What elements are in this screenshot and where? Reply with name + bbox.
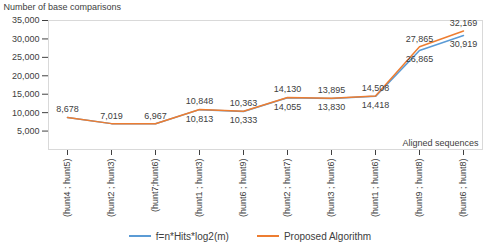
svg-text:(hunt4 ; hunt5): (hunt4 ; hunt5): [62, 159, 72, 218]
svg-text:14,418: 14,418: [362, 100, 390, 110]
svg-text:(hunt1 ; hunt3): (hunt1 ; hunt3): [194, 159, 204, 218]
svg-text:6,967: 6,967: [144, 111, 167, 121]
svg-text:14,130: 14,130: [274, 84, 302, 94]
svg-text:35,000: 35,000: [12, 15, 40, 25]
svg-text:26,865: 26,865: [406, 54, 434, 64]
svg-text:(hunt3 ; hunt6): (hunt3 ; hunt6): [326, 159, 336, 218]
svg-text:Number of base comparisons: Number of base comparisons: [4, 2, 122, 12]
svg-text:25,000: 25,000: [12, 52, 40, 62]
svg-text:(hunt9 ; hunt8): (hunt9 ; hunt8): [414, 159, 424, 218]
svg-text:14,508: 14,508: [362, 83, 390, 93]
svg-text:30,919: 30,919: [450, 39, 478, 49]
svg-text:13,830: 13,830: [318, 102, 346, 112]
svg-text:10,813: 10,813: [186, 114, 214, 124]
svg-text:(hunt2 ; hunt7): (hunt2 ; hunt7): [282, 159, 292, 218]
svg-text:20,000: 20,000: [12, 71, 40, 81]
svg-text:10,363: 10,363: [230, 98, 258, 108]
svg-text:(hunt2 ; hunt3): (hunt2 ; hunt3): [106, 159, 116, 218]
svg-text:(hunt1 ; hunt6): (hunt1 ; hunt6): [370, 159, 380, 218]
svg-text:30,000: 30,000: [12, 34, 40, 44]
svg-text:(hunt7;hunt6): (hunt7;hunt6): [150, 159, 160, 213]
svg-text:32,169: 32,169: [450, 18, 478, 28]
svg-text:10,848: 10,848: [186, 96, 214, 106]
svg-text:8,678: 8,678: [56, 104, 79, 114]
html-text:Proposed Algorithm: Proposed Algorithm: [283, 230, 372, 242]
svg-text:7,019: 7,019: [100, 111, 123, 121]
svg-text:(hunt6 ; hunt8): (hunt6 ; hunt8): [458, 159, 468, 218]
svg-text:(hunt6 ; hunt9): (hunt6 ; hunt9): [238, 159, 248, 218]
svg-text:13,895: 13,895: [318, 85, 346, 95]
svg-text:10,000: 10,000: [12, 108, 40, 118]
svg-text:Aligned sequences: Aligned sequences: [402, 138, 479, 148]
svg-text:10,333: 10,333: [230, 115, 258, 125]
svg-text:5,000: 5,000: [17, 126, 40, 136]
html-text:f=n*Hits*log2(m): f=n*Hits*log2(m): [155, 230, 229, 242]
svg-text:14,055: 14,055: [274, 102, 302, 112]
svg-text:15,000: 15,000: [12, 89, 40, 99]
svg-text:27,865: 27,865: [406, 34, 434, 44]
